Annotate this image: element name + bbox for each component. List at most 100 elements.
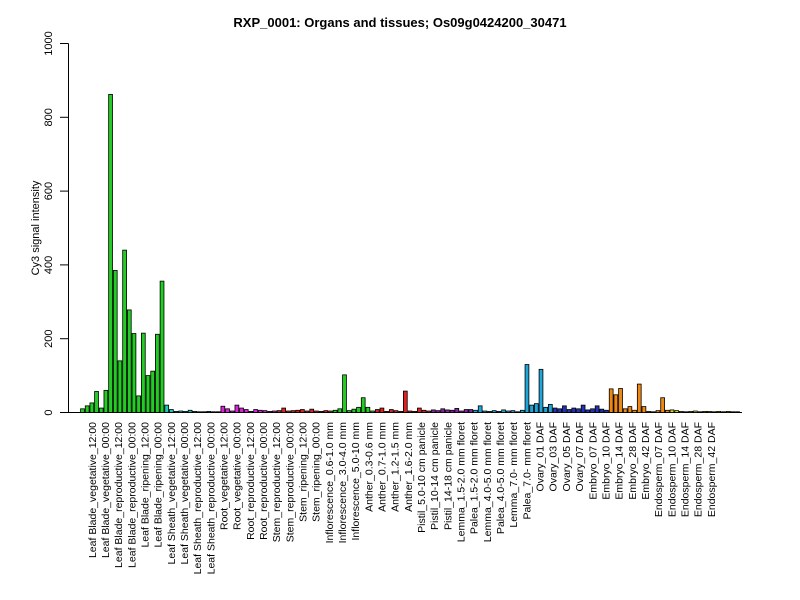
bar	[711, 411, 717, 413]
bar	[641, 406, 647, 413]
x-tick-label: Embryo_42 DAF	[640, 422, 652, 500]
bar	[206, 410, 212, 413]
bar	[360, 397, 366, 413]
bar	[122, 249, 127, 413]
bar	[318, 410, 324, 413]
bar	[697, 411, 703, 413]
x-tick-label: Leaf Blade_reproductive_12:00	[113, 422, 125, 568]
x-tick-label: Endosperm_42 DAF	[706, 422, 718, 517]
bar	[332, 409, 338, 413]
bar	[267, 410, 272, 413]
x-tick-label: Palea_4.0-5.0 mm floret	[495, 422, 507, 534]
bar	[234, 404, 240, 413]
bar	[384, 410, 389, 413]
x-tick-label: Endosperm_28 DAF	[693, 422, 705, 517]
bar	[417, 407, 422, 413]
bar	[487, 410, 492, 413]
bar	[482, 410, 488, 413]
x-tick-label: Ovary_03 DAF	[548, 422, 560, 491]
bar	[398, 410, 403, 413]
bar	[604, 409, 609, 413]
bar	[84, 405, 90, 413]
bar	[150, 370, 155, 413]
bars	[80, 94, 740, 413]
bar	[262, 410, 268, 413]
y-tick-label: 600	[43, 182, 55, 200]
x-tick-label: Stem_ripening_00:00	[311, 422, 323, 522]
bar	[314, 410, 319, 413]
bar	[716, 410, 722, 413]
bar	[580, 404, 586, 413]
bar	[126, 309, 132, 413]
bar	[145, 375, 151, 413]
x-tick-label: Endosperm_14 DAF	[679, 422, 691, 517]
bar	[426, 410, 432, 413]
bar	[140, 332, 146, 413]
bar	[730, 411, 736, 413]
bar	[669, 409, 675, 413]
bar	[477, 405, 483, 413]
bar	[646, 410, 651, 413]
bar	[674, 410, 680, 413]
bar	[393, 410, 399, 413]
bar	[636, 383, 642, 413]
bar	[370, 410, 375, 413]
chart-title: RXP_0001: Organs and tissues; Os09g04242…	[233, 15, 566, 30]
bar	[543, 406, 549, 413]
x-tick-label: Anther_1.2-1.5 mm	[390, 422, 402, 512]
bar	[155, 333, 160, 413]
bar	[445, 409, 450, 413]
bar	[524, 364, 530, 413]
bar	[253, 409, 258, 413]
bar	[702, 410, 708, 413]
x-tick-label: Inflorescence_3.0-4.0 mm	[337, 422, 349, 544]
bar	[688, 410, 694, 413]
x-tick-label: Lemma_1.5-2.0 mm floret	[456, 422, 468, 542]
bar	[192, 410, 198, 413]
bar	[187, 409, 193, 413]
x-tick-label: Anther_1.6-2.0 mm	[403, 422, 415, 512]
bar	[365, 406, 371, 413]
bar	[103, 389, 109, 413]
bar	[178, 410, 184, 413]
x-tick-label: Leaf Sheath_reproductive_12:00	[192, 422, 204, 575]
bar	[454, 408, 460, 413]
x-tick-label: Pistil_14-18 cm panicle	[442, 422, 454, 530]
bar	[585, 409, 591, 413]
y-tick-label: 0	[43, 409, 55, 415]
bar	[412, 410, 418, 413]
bar	[496, 410, 502, 413]
bar	[679, 410, 684, 413]
x-tick-label: Pistil_5.0-10 cm panicle	[416, 422, 428, 533]
x-tick-label: Inflorescence_0.6-1.0 mm	[324, 422, 336, 544]
bar	[599, 408, 605, 413]
bar	[323, 410, 329, 413]
bar	[388, 409, 394, 413]
bar	[421, 409, 427, 413]
x-tick-label: Embryo_10 DAF	[600, 422, 612, 500]
bar	[557, 408, 563, 413]
x-tick-label: Ovary_01 DAF	[535, 422, 547, 491]
bar	[271, 410, 277, 413]
bar	[576, 408, 581, 413]
x-tick-label: Stem_reproductive_12:00	[271, 422, 283, 542]
bar	[220, 405, 226, 413]
bar	[707, 410, 712, 413]
bar	[281, 407, 287, 413]
x-tick-label: Lemma_4.0-5.0 mm floret	[482, 422, 494, 542]
bar	[356, 406, 361, 413]
x-tick-label: Leaf Blade_ripening_00:00	[153, 422, 165, 548]
bar	[379, 407, 385, 413]
x-tick-label: Lemma_7.0- mm floret	[508, 422, 520, 528]
x-tick-label: Palea_7.0- mm floret	[521, 422, 533, 520]
bar	[519, 409, 525, 413]
x-tick-label: Leaf Sheath_reproductive_00:00	[205, 422, 217, 575]
x-tick-label: Leaf Sheath_vegetative_00:00	[179, 422, 191, 565]
bar	[622, 408, 628, 413]
x-tick-label: Endosperm_07 DAF	[653, 422, 665, 517]
x-tick-label: Leaf Blade_vegetative_12:00	[87, 422, 99, 558]
bar	[286, 410, 291, 413]
bar	[552, 407, 558, 413]
bar	[108, 94, 113, 413]
x-tick-label: Inflorescence_5.0-10 mm	[350, 422, 362, 541]
